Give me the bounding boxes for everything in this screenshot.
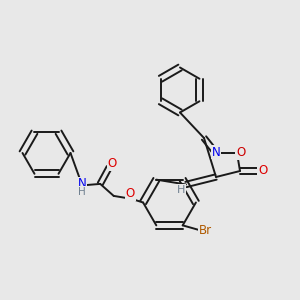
Text: H: H [176,185,185,195]
Text: O: O [258,164,267,178]
Text: Br: Br [199,224,212,237]
Text: O: O [108,157,117,170]
Text: O: O [236,146,245,160]
Text: N: N [212,146,220,159]
Text: O: O [126,187,135,200]
Text: H: H [78,187,86,197]
Text: N: N [78,177,87,190]
